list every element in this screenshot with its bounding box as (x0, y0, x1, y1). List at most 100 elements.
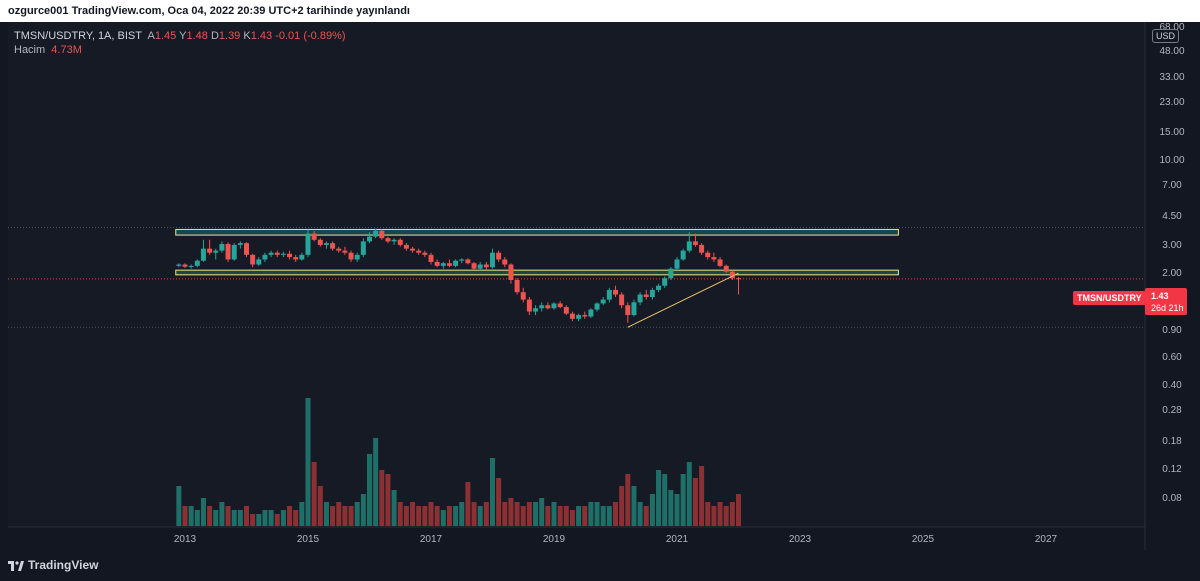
candle-body (194, 260, 200, 266)
price-tick-label: 0.08 (1162, 493, 1182, 504)
volume-bar (207, 506, 213, 526)
volume-bar (637, 502, 643, 526)
volume-bar (446, 506, 452, 526)
volume-bar (520, 506, 526, 526)
price-tick-label: 2.00 (1162, 268, 1182, 279)
time-tick-label: 2015 (297, 534, 320, 545)
candle-body (354, 254, 360, 260)
volume-bar (299, 502, 305, 526)
volume-row: Hacim 4.73M (14, 43, 346, 57)
candle-body (428, 254, 434, 262)
time-tick-label: 2025 (912, 534, 935, 545)
candle-body (686, 241, 692, 251)
high-label: Y (179, 30, 187, 42)
candle-body (299, 254, 305, 260)
tradingview-logo[interactable]: TradingView (8, 558, 98, 572)
volume-bar (305, 398, 311, 526)
volume-bar (686, 462, 692, 526)
candle-body (373, 230, 379, 237)
volume-bar (311, 462, 317, 526)
volume-bar (483, 502, 489, 526)
volume-bar (416, 506, 422, 526)
volume-bar (723, 506, 729, 526)
volume-bar (582, 506, 588, 526)
candle-body (526, 299, 532, 312)
candle-body (287, 253, 293, 258)
volume-bar (490, 458, 495, 526)
volume-bar (391, 490, 397, 526)
symbol-label[interactable]: TMSN/USDTRY, 1A, BIST (14, 30, 142, 42)
candle-body (176, 264, 182, 266)
volume-bar (514, 502, 520, 526)
publish-bar: ozgurce001 TradingView.com, Oca 04, 2022… (0, 0, 1200, 22)
price-tick-label: 4.50 (1162, 211, 1182, 222)
candle-body (397, 239, 403, 245)
tradingview-icon (8, 560, 24, 571)
volume-bar (323, 502, 329, 526)
candle-body (280, 253, 286, 255)
volume-label[interactable]: Hacim (14, 44, 46, 56)
volume-bar (606, 506, 612, 526)
volume-bar (477, 506, 483, 526)
price-tick-label: 15.00 (1159, 127, 1184, 138)
volume-bar (262, 510, 268, 526)
candle-body (717, 259, 723, 266)
volume-bar (662, 474, 668, 526)
volume-bar (440, 510, 446, 526)
candle-body (305, 233, 311, 255)
candle-body (600, 299, 606, 304)
price-tick-label: 48.00 (1159, 46, 1184, 57)
volume-bar (680, 474, 686, 526)
volume-bar (508, 498, 514, 526)
volume-bar (274, 514, 280, 526)
volume-bar (502, 502, 508, 526)
candle-body (637, 294, 643, 303)
volume-bar (459, 502, 465, 526)
candle-body (736, 278, 741, 280)
candle-body (539, 305, 545, 309)
candle-body (262, 254, 268, 260)
volume-bar (496, 478, 502, 526)
candle-body (631, 302, 637, 316)
published-info: ozgurce001 TradingView.com, Oca 04, 2022… (8, 5, 410, 17)
volume-bar (557, 506, 563, 526)
price-tick-label: 68.00 (1159, 22, 1184, 33)
price-tick-label: 10.00 (1159, 155, 1184, 166)
candle-body (588, 309, 594, 317)
candle-body (471, 263, 477, 269)
candle-body (311, 233, 317, 240)
volume-bar (182, 506, 188, 526)
brand-name: TradingView (28, 558, 99, 572)
volume-bar (465, 482, 471, 526)
candle-body (207, 248, 213, 253)
time-tick-label: 2023 (789, 534, 812, 545)
candle-body (360, 241, 366, 255)
candle-body (705, 252, 711, 258)
volume-bar (643, 506, 649, 526)
price-tick-label: 0.28 (1162, 405, 1182, 416)
candle-body (569, 313, 575, 319)
volume-bar (711, 506, 717, 526)
volume-bar (576, 506, 582, 526)
candle-body (348, 252, 354, 260)
volume-bar (250, 514, 256, 526)
volume-bar (674, 494, 680, 526)
candle-body (625, 305, 631, 316)
volume-bar (539, 498, 545, 526)
candle-body (342, 250, 348, 253)
currency-badge[interactable]: USD (1152, 29, 1180, 43)
volume-bar (336, 502, 342, 526)
time-tick-label: 2013 (174, 534, 197, 545)
volume-bar (631, 486, 637, 526)
volume-bar (594, 502, 600, 526)
open-label: A (147, 30, 155, 42)
volume-bar (194, 510, 200, 526)
price-tick-label: 0.12 (1162, 464, 1182, 475)
candle-body (336, 248, 342, 251)
candle-body (557, 303, 563, 308)
resistance-zone (175, 228, 899, 236)
volume-bar (200, 498, 206, 526)
time-tick-label: 2021 (666, 534, 689, 545)
volume-bar (533, 502, 539, 526)
